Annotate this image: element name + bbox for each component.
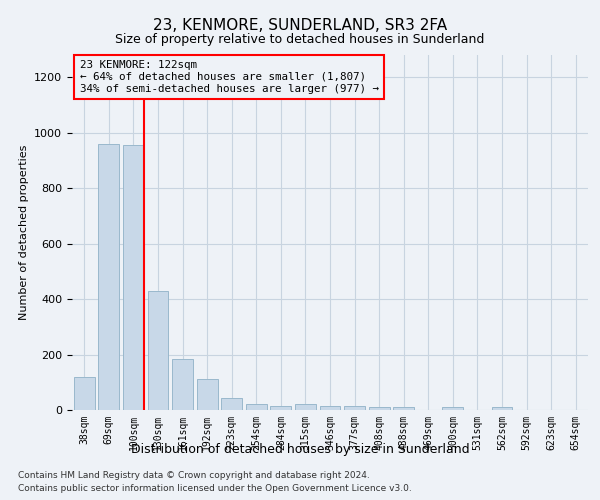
Bar [246,404,267,410]
Bar [197,380,218,410]
Bar [123,145,144,410]
Bar [320,406,340,410]
Bar [491,407,512,410]
Bar [442,407,463,410]
Text: Contains public sector information licensed under the Open Government Licence v3: Contains public sector information licen… [18,484,412,493]
Text: 23 KENMORE: 122sqm
← 64% of detached houses are smaller (1,807)
34% of semi-deta: 23 KENMORE: 122sqm ← 64% of detached hou… [80,60,379,94]
Text: Size of property relative to detached houses in Sunderland: Size of property relative to detached ho… [115,32,485,46]
Bar [74,376,95,410]
Text: 23, KENMORE, SUNDERLAND, SR3 2FA: 23, KENMORE, SUNDERLAND, SR3 2FA [153,18,447,32]
Bar [271,406,292,410]
Bar [368,407,389,410]
Text: Contains HM Land Registry data © Crown copyright and database right 2024.: Contains HM Land Registry data © Crown c… [18,470,370,480]
Bar [295,404,316,410]
Y-axis label: Number of detached properties: Number of detached properties [19,145,29,320]
Bar [172,358,193,410]
Bar [148,290,169,410]
Text: Distribution of detached houses by size in Sunderland: Distribution of detached houses by size … [131,442,469,456]
Bar [221,398,242,410]
Bar [393,407,414,410]
Bar [344,406,365,410]
Bar [98,144,119,410]
